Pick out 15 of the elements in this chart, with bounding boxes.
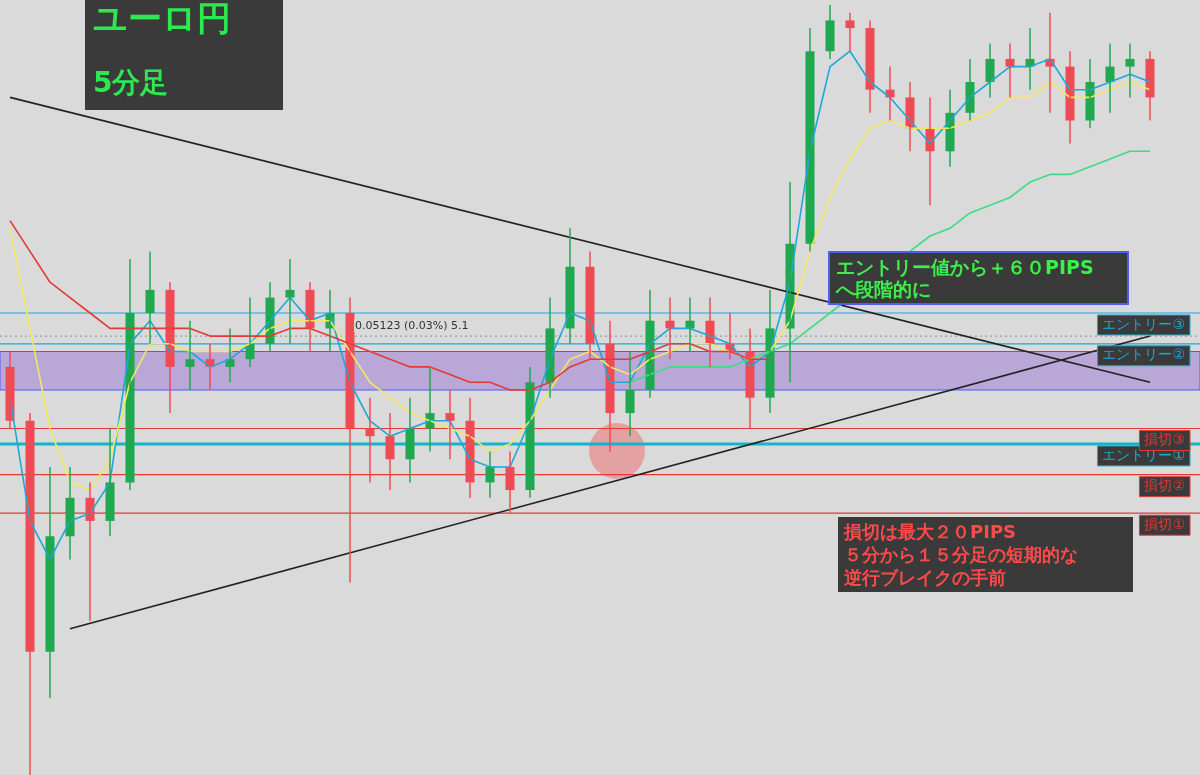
ref-line-label: エントリー③ [1102,315,1186,332]
chart-title: ユーロ円 [93,0,231,40]
ref-line-label: 損切③ [1144,431,1186,448]
annotation: 逆行ブレイクの手前 [844,566,1007,589]
annotation: ５分から１５分足の短期的な [844,543,1079,566]
ref-line-label: エントリー② [1102,346,1186,363]
ref-line-label: 損切② [1144,477,1186,494]
text-box: エントリー値から＋６０PIPS へ段階的に [828,251,1129,305]
annotation: 損切は最大２０PIPS [844,520,1018,543]
ref-line-label: 損切① [1144,515,1186,532]
text-box: 損切は最大２０PIPS ５分から１５分足の短期的な 逆行ブレイクの手前 [838,517,1133,592]
annotation: へ段階的に [836,278,932,300]
text-box: ユーロ円 5分足 [85,0,283,110]
annotation: エントリー値から＋６０PIPS [836,256,1095,278]
annotation: 0.05123 (0.03%) 5.1 [354,319,470,332]
